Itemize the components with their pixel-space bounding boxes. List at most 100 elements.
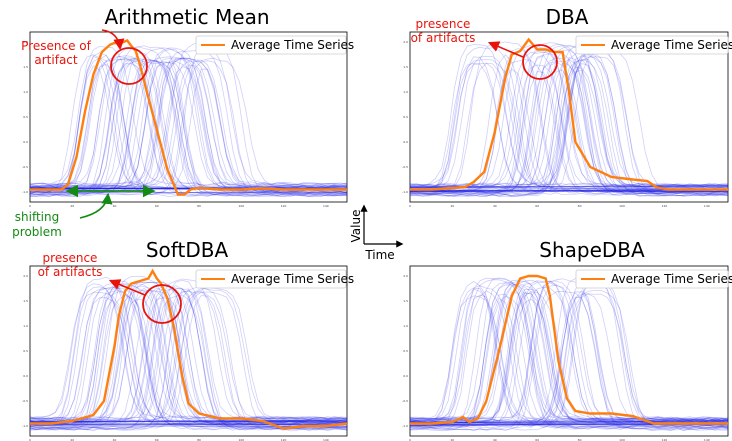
panel-title: SoftDBA xyxy=(146,238,229,262)
member-series-line xyxy=(29,287,348,424)
member-series-line xyxy=(409,66,729,186)
member-series-line xyxy=(409,48,729,196)
tick-labels: 0 20 40 60 80 100 120 140 -1.0 -0.5 0.0 0.5 1.0 1.5 2.… xyxy=(402,274,710,441)
member-series-line xyxy=(29,294,348,431)
member-series-line xyxy=(409,295,729,421)
member-series-line xyxy=(409,58,729,190)
member-series-line xyxy=(29,52,348,198)
member-series-line xyxy=(29,42,348,186)
shifting-annotation-line2: problem xyxy=(12,225,62,239)
x-tick-label: 0 xyxy=(29,438,31,441)
panel-arithmetic-mean: Arithmetic Mean 0 20 40 60 80 100 120 140 -1.0 -0… xyxy=(12,5,354,239)
average-time-series-line xyxy=(410,274,728,425)
member-series-line xyxy=(409,51,729,187)
member-series-line xyxy=(409,293,729,422)
member-series-line xyxy=(409,53,729,195)
member-series-line xyxy=(29,287,348,426)
member-series-line xyxy=(29,63,348,195)
x-tick-label: 40 xyxy=(113,438,117,441)
x-tick-label: 20 xyxy=(450,438,454,441)
member-series-line xyxy=(409,284,729,421)
artifact-annotation-line1: presence xyxy=(416,17,471,31)
member-series-line xyxy=(409,293,729,427)
time-axis-label: Time xyxy=(364,248,394,262)
member-series-line xyxy=(29,285,348,427)
x-tick-label: 60 xyxy=(535,204,539,208)
member-series-line xyxy=(29,291,348,425)
member-series-line xyxy=(409,278,729,431)
member-series-line xyxy=(409,57,729,194)
member-series-line xyxy=(409,60,729,195)
artifact-circle xyxy=(142,284,182,324)
x-tick-label: 40 xyxy=(113,204,117,208)
member-series-group xyxy=(409,275,729,432)
member-series-line xyxy=(409,278,729,426)
member-series-line xyxy=(29,45,348,186)
member-series-line xyxy=(29,297,348,423)
artifact-annotation-line2: artifact xyxy=(34,53,78,67)
axis-glyph: Value Time xyxy=(349,204,404,262)
member-series-line xyxy=(29,284,348,431)
y-tick-label: 0.5 xyxy=(23,349,28,353)
member-series-line xyxy=(29,287,348,424)
member-series-line xyxy=(409,43,729,195)
member-series-line xyxy=(409,288,729,423)
member-series-line xyxy=(29,56,348,192)
member-series-line xyxy=(409,62,729,196)
member-series-line xyxy=(29,291,348,431)
member-series-line xyxy=(29,57,348,190)
x-tick-label: 0 xyxy=(29,204,31,208)
x-tick-label: 140 xyxy=(323,204,329,208)
artifact-circle xyxy=(110,47,148,85)
member-series-line xyxy=(29,280,348,426)
member-series-line xyxy=(409,290,729,428)
member-series-line xyxy=(29,289,348,432)
x-tick-label: 100 xyxy=(238,204,244,208)
member-series-line xyxy=(409,290,729,432)
member-series-line xyxy=(409,284,729,423)
member-series-line xyxy=(29,286,348,424)
member-series-line xyxy=(29,281,348,426)
member-series-line xyxy=(29,290,348,428)
legend: Average Time Series xyxy=(195,35,354,55)
member-series-line xyxy=(29,276,348,424)
member-series-line xyxy=(29,285,348,430)
member-series-line xyxy=(409,41,729,195)
y-tick-label: -0.5 xyxy=(402,165,408,169)
x-tick-label: 0 xyxy=(409,204,411,208)
panel-softdba: SoftDBA 0 20 40 60 80 100 120 140 -1.0 -0.5 0.0 0.5… xyxy=(22,238,354,441)
member-series-line xyxy=(409,292,729,423)
member-series-line xyxy=(409,61,729,193)
member-series-line xyxy=(409,280,729,428)
legend: Average Time Series xyxy=(195,269,354,289)
member-series-line xyxy=(409,297,729,430)
panel-dba: DBA 0 20 40 60 80 100 120 140 -1.0 -0.5 0.0 0.5 1.0 1… xyxy=(402,5,732,208)
y-tick-label: 1.0 xyxy=(403,90,408,94)
member-series-line xyxy=(29,65,348,189)
member-series-line xyxy=(409,277,729,429)
member-series-line xyxy=(409,59,729,198)
y-tick-label: -0.5 xyxy=(22,399,28,403)
x-tick-label: 80 xyxy=(578,438,582,441)
member-series-line xyxy=(409,282,729,429)
member-series-line xyxy=(29,297,347,425)
axes-frame xyxy=(29,265,348,437)
member-series-line xyxy=(29,419,348,423)
x-tick-label: 60 xyxy=(155,438,159,441)
member-series-line xyxy=(409,287,729,423)
member-series-line xyxy=(29,282,348,428)
member-series-line xyxy=(29,288,348,430)
member-series-line xyxy=(409,282,729,423)
x-tick-label: 0 xyxy=(409,438,411,441)
member-series-line xyxy=(29,419,348,423)
axes-frame xyxy=(409,265,729,437)
member-series-line xyxy=(29,286,348,421)
member-series-line xyxy=(29,284,348,421)
y-tick-label: 0.5 xyxy=(403,115,408,119)
y-tick-label: 1.0 xyxy=(23,90,28,94)
member-series-line xyxy=(409,46,729,193)
x-tick-label: 100 xyxy=(238,438,244,441)
member-series-line xyxy=(409,62,729,193)
member-series-line xyxy=(409,280,729,422)
member-series-line xyxy=(29,291,348,423)
